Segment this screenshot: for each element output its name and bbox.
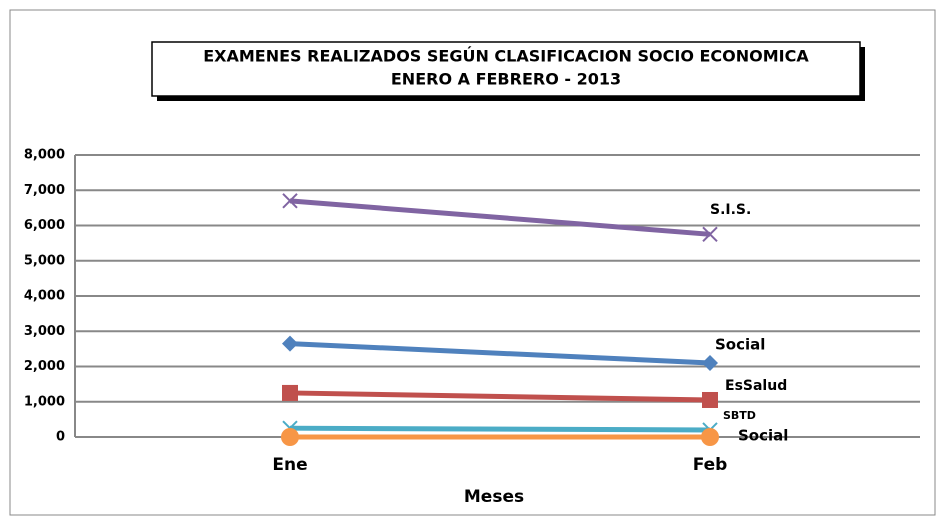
- y-tick-label: 5,000: [24, 253, 65, 268]
- x-axis-title: Meses: [464, 487, 524, 507]
- marker: [702, 226, 718, 243]
- marker: [281, 428, 299, 446]
- series-label: SBTD: [723, 409, 756, 422]
- series-label: Social: [738, 427, 788, 445]
- series-label: S.I.S.: [710, 202, 751, 218]
- marker: [282, 335, 298, 352]
- marker: [701, 428, 719, 446]
- series-line: [289, 341, 711, 366]
- y-tick-label: 8,000: [24, 148, 65, 163]
- y-tick-label: 4,000: [24, 289, 65, 304]
- series-label: EsSalud: [725, 378, 787, 394]
- chart-title: EXAMENES REALIZADOS SEGÚN CLASIFICACION …: [203, 47, 809, 66]
- y-tick-label: 2,000: [24, 359, 65, 374]
- y-tick-label: 1,000: [24, 394, 65, 409]
- marker: [702, 391, 718, 408]
- marker: [282, 384, 298, 401]
- y-tick-label: 3,000: [24, 324, 65, 339]
- marker: [282, 193, 298, 209]
- series-line: [289, 390, 711, 403]
- marker: [702, 354, 718, 371]
- x-tick-label: Ene: [272, 455, 307, 475]
- series-line: [289, 198, 711, 237]
- x-tick-label: Feb: [693, 455, 728, 475]
- y-tick-label: 0: [56, 430, 65, 445]
- series-line: [289, 425, 711, 433]
- title-box: [151, 41, 861, 97]
- chart-subtitle: ENERO A FEBRERO - 2013: [391, 70, 621, 89]
- y-tick-label: 7,000: [24, 183, 65, 198]
- y-tick-label: 6,000: [24, 218, 65, 233]
- series-label: Social: [715, 336, 765, 354]
